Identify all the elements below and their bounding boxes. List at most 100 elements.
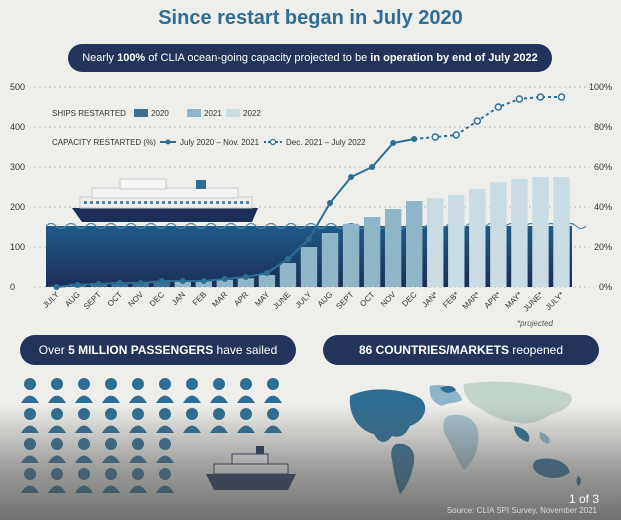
ship-window	[198, 201, 201, 204]
person-icon	[186, 378, 198, 390]
ship-window	[138, 201, 141, 204]
ship-window	[162, 201, 165, 204]
legend-item-label: July 2020 – Nov. 2021	[180, 138, 260, 147]
ship-window	[90, 201, 93, 204]
person-icon	[51, 378, 63, 390]
banner-text-pre: Nearly	[82, 52, 118, 64]
x-tick-label: JUNE*	[522, 290, 545, 313]
ship-window	[156, 201, 159, 204]
ship-window	[120, 201, 123, 204]
person-icon	[132, 378, 144, 390]
ships-bar	[384, 209, 402, 287]
ship-window	[174, 201, 177, 204]
capacity-point	[158, 278, 165, 284]
ship-window	[114, 201, 117, 204]
countries-bold: 86 COUNTRIES/MARKETS	[358, 343, 509, 357]
x-tick-label: NOV	[379, 290, 398, 309]
x-tick-label: JUNE	[271, 290, 292, 311]
ship-window	[144, 201, 147, 204]
ship-bridge	[119, 178, 167, 190]
banner-text-pct: 100%	[117, 52, 146, 64]
person-icon	[213, 378, 225, 390]
legend-ships-label: SHIPS RESTARTED	[52, 109, 126, 118]
y-tick-label-left: 0	[10, 282, 15, 292]
x-tick-label: FEB	[191, 290, 208, 307]
x-tick-label: FEB*	[441, 290, 461, 310]
person-icon-body	[264, 395, 282, 403]
passengers-pre: Over	[38, 343, 69, 357]
person-icon-body	[21, 395, 39, 403]
capacity-point-projected	[557, 93, 566, 101]
ship-hull	[72, 208, 258, 222]
legend-swatch	[187, 109, 201, 117]
person-icon-body	[48, 395, 66, 403]
ship-window	[216, 201, 219, 204]
capacity-point-projected	[494, 103, 503, 111]
x-tick-label: DEC	[148, 290, 166, 308]
ships-bars	[48, 177, 570, 287]
capacity-point	[137, 280, 144, 286]
x-tick-label: AUG	[63, 290, 82, 309]
ships-bar	[427, 198, 444, 287]
ship-window	[150, 201, 153, 204]
y-tick-label-left: 200	[10, 202, 25, 212]
countries-banner: 86 COUNTRIES/MARKETS reopened	[323, 335, 599, 365]
person-icon-body	[183, 395, 201, 403]
y-tick-label-right: 20%	[594, 242, 612, 252]
legend-dashed-marker	[269, 138, 277, 146]
ships-bar	[553, 177, 570, 287]
ship-window	[84, 201, 87, 204]
x-tick-label: MAY	[253, 290, 272, 309]
x-tick-label: OCT	[106, 290, 124, 308]
person-icon-body	[210, 395, 228, 403]
ship-window	[222, 201, 225, 204]
capacity-banner: Nearly 100% of CLIA ocean-going capacity…	[68, 44, 552, 72]
passengers-post: have sailed	[213, 343, 278, 357]
capacity-point	[284, 256, 291, 262]
x-tick-label: JULY	[294, 290, 314, 310]
x-tick-label: JAN	[170, 290, 187, 307]
slideshow-overlay	[0, 404, 621, 520]
person-icon	[240, 378, 252, 390]
legend-item-label: 2020	[151, 109, 169, 118]
person-icon	[159, 378, 171, 390]
capacity-line-2020-2021	[56, 138, 415, 288]
ship-window	[246, 201, 249, 204]
capacity-point-projected	[473, 117, 482, 125]
chart-legend: SHIPS RESTARTED 2020 2021 2022 CAPACITY REST…	[52, 109, 366, 147]
legend-item-label: Dec. 2021 – July 2022	[286, 138, 366, 147]
person-icon	[105, 378, 117, 390]
person-icon-body	[75, 395, 93, 403]
ship-deck	[79, 196, 253, 209]
banner-text-mid: of CLIA ocean-going capacity projected t…	[145, 52, 371, 64]
x-tick-label: DEC	[400, 290, 418, 308]
person-icon-body	[129, 395, 147, 403]
capacity-point-projected	[515, 95, 524, 103]
ships-bar	[153, 281, 170, 287]
person-icon	[78, 378, 90, 390]
ship-window	[228, 201, 231, 204]
y-tick-label-left: 300	[10, 162, 25, 172]
capacity-point-projected	[452, 131, 461, 139]
ships-bar	[448, 195, 465, 287]
ship-window	[108, 201, 111, 204]
legend-solid-marker	[165, 139, 171, 145]
y-tick-label-right: 100%	[589, 82, 612, 92]
person-icon-body	[156, 395, 174, 403]
cruise-ship-illustration	[72, 178, 258, 222]
page-indicator: 1 of 3	[568, 492, 599, 506]
capacity-point	[263, 270, 270, 276]
capacity-point	[369, 164, 376, 170]
y-tick-label-right: 0%	[599, 282, 612, 292]
capacity-point	[95, 281, 102, 287]
capacity-point	[306, 236, 312, 242]
ship-window	[96, 201, 99, 204]
y-tick-label-left: 500	[10, 82, 25, 92]
y-tick-label-right: 40%	[594, 202, 612, 212]
legend-item-label: 2022	[243, 109, 261, 118]
x-tick-label: SEPT	[334, 290, 355, 311]
x-tick-label: NOV	[126, 290, 145, 309]
capacity-point-projected	[431, 133, 439, 141]
x-tick-label: SEPT	[82, 290, 103, 311]
capacity-point	[53, 284, 60, 290]
